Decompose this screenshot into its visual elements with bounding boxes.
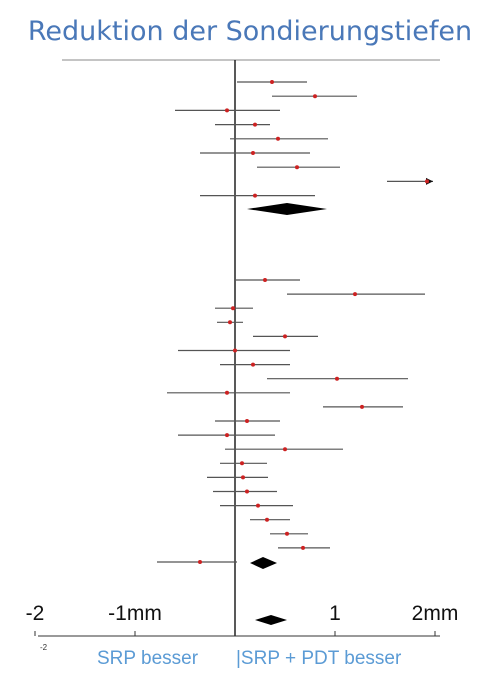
point-estimate bbox=[231, 306, 235, 311]
point-estimate bbox=[313, 94, 317, 99]
point-estimate bbox=[301, 545, 305, 550]
point-estimate bbox=[240, 461, 244, 466]
footer-label-srp-pdt-better: |SRP + PDT besser bbox=[236, 648, 402, 669]
point-estimate bbox=[256, 503, 260, 508]
corner-label: -2 bbox=[40, 643, 48, 652]
point-estimate bbox=[198, 560, 202, 564]
point-estimate bbox=[285, 531, 289, 536]
point-estimate bbox=[263, 278, 267, 282]
point-estimate bbox=[295, 165, 299, 170]
point-estimate bbox=[253, 122, 257, 127]
pooled-diamond-overall bbox=[255, 615, 287, 625]
point-estimate bbox=[353, 292, 357, 297]
point-estimate bbox=[425, 179, 429, 184]
point-estimate bbox=[228, 320, 232, 325]
point-estimate bbox=[251, 362, 255, 367]
point-estimate bbox=[360, 404, 364, 409]
point-estimate bbox=[265, 517, 269, 522]
point-estimate bbox=[253, 193, 257, 198]
point-estimate bbox=[270, 80, 274, 84]
point-estimate bbox=[225, 390, 229, 395]
point-estimate bbox=[245, 489, 249, 494]
study-rows bbox=[157, 80, 433, 564]
point-estimate bbox=[335, 376, 339, 381]
point-estimate bbox=[276, 136, 280, 141]
point-estimate bbox=[225, 108, 229, 113]
x-tick-label: -2 bbox=[26, 602, 45, 625]
point-estimate bbox=[245, 419, 249, 423]
chart-title: Reduktion der Sondierungstiefen bbox=[27, 16, 473, 47]
x-axis-ticks: -2 -1mm 1 2mm bbox=[26, 602, 459, 636]
point-estimate bbox=[225, 433, 229, 438]
point-estimate bbox=[251, 151, 255, 155]
point-estimate bbox=[233, 348, 237, 353]
x-tick-label: 1 bbox=[329, 602, 341, 625]
point-estimate bbox=[283, 447, 287, 452]
point-estimate bbox=[241, 475, 245, 480]
x-tick-label: -1mm bbox=[108, 602, 162, 625]
point-estimate bbox=[283, 334, 287, 339]
pooled-estimates bbox=[247, 203, 327, 625]
pooled-diamond-group-1 bbox=[247, 203, 327, 215]
pooled-diamond-group-2 bbox=[250, 557, 277, 569]
footer-label-srp-better: SRP besser bbox=[97, 648, 199, 669]
x-tick-label: 2mm bbox=[412, 602, 459, 625]
